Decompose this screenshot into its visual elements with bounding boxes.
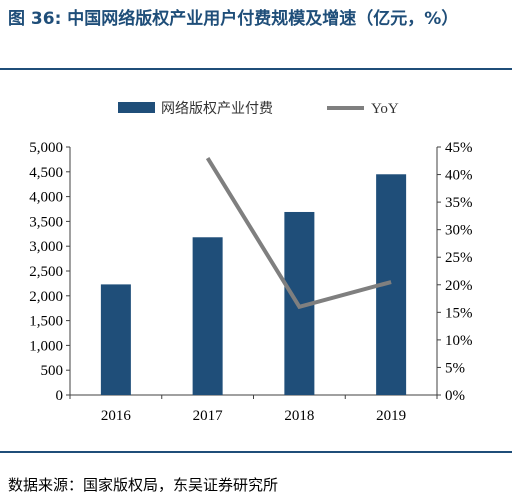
bar xyxy=(100,284,131,395)
yoy-line xyxy=(205,156,392,310)
y-right-tick-label: 5% xyxy=(445,360,465,376)
y-left-tick-label: 1,500 xyxy=(29,314,63,330)
y-right-tick-label: 45% xyxy=(445,140,473,156)
y-right-tick-label: 15% xyxy=(445,305,473,321)
legend-label-line: YoY xyxy=(371,101,399,117)
x-tick-label: 2019 xyxy=(376,408,406,424)
legend-label-bar: 网络版权产业付费 xyxy=(161,101,273,117)
y-right-tick-label: 40% xyxy=(445,168,473,184)
y-right-tick-label: 25% xyxy=(445,250,473,266)
y-left-tick-label: 4,500 xyxy=(29,165,63,181)
x-tick-label: 2018 xyxy=(284,408,314,424)
y-left-tick-label: 3,500 xyxy=(29,214,63,230)
figure-title: 图 36: 中国网络版权产业用户付费规模及增速（亿元，%） xyxy=(8,9,459,29)
y-left-tick-label: 0 xyxy=(56,388,64,404)
footer-rule xyxy=(0,451,512,453)
y-right-tick-label: 20% xyxy=(445,278,473,294)
legend-swatch-bar xyxy=(118,102,155,113)
y-left-tick-label: 2,000 xyxy=(29,289,63,305)
y-left-tick-label: 4,000 xyxy=(29,190,63,206)
y-right-tick-label: 35% xyxy=(445,195,473,211)
y-left-tick-label: 1,000 xyxy=(29,338,63,354)
y-left-tick-label: 5,000 xyxy=(29,140,63,156)
title-rule xyxy=(0,68,512,70)
y-left-tick-label: 2,500 xyxy=(29,264,63,280)
y-right-tick-label: 0% xyxy=(445,388,465,404)
x-tick-label: 2016 xyxy=(101,408,132,424)
source-note: 数据来源：国家版权局，东吴证券研究所 xyxy=(8,476,279,494)
y-left-tick-label: 500 xyxy=(41,363,64,379)
y-right-tick-label: 10% xyxy=(445,333,473,349)
bar xyxy=(192,237,223,395)
x-tick-label: 2017 xyxy=(193,408,224,424)
y-right-tick-label: 30% xyxy=(445,223,473,239)
y-left-tick-label: 3,000 xyxy=(29,239,63,255)
